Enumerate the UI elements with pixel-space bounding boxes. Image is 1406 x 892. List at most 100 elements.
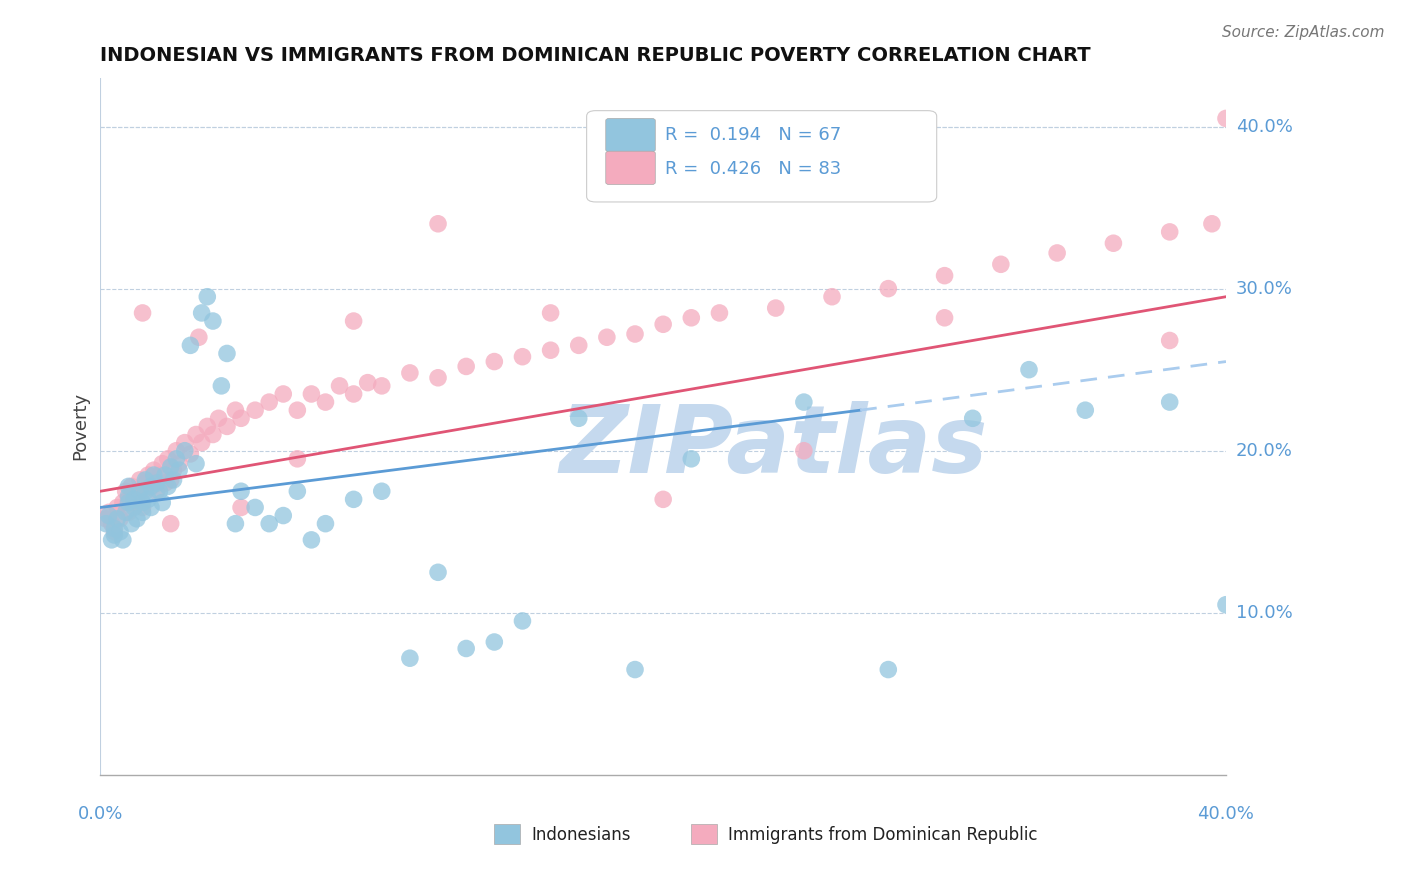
- Point: [142, 468, 165, 483]
- Point: [568, 338, 591, 352]
- Point: [357, 376, 380, 390]
- Point: [1201, 217, 1223, 231]
- Point: [512, 350, 534, 364]
- Point: [1159, 395, 1181, 409]
- Point: [195, 290, 218, 304]
- Point: [257, 516, 280, 531]
- Point: [125, 489, 148, 503]
- Point: [184, 457, 207, 471]
- Point: [243, 403, 266, 417]
- Point: [540, 343, 562, 358]
- Text: ZI: ZI: [560, 401, 664, 493]
- Y-axis label: Poverty: Poverty: [72, 392, 89, 460]
- Point: [540, 306, 562, 320]
- Point: [821, 290, 844, 304]
- Point: [167, 457, 190, 471]
- Point: [371, 379, 394, 393]
- Point: [105, 512, 128, 526]
- Point: [131, 495, 153, 509]
- Text: 40.0%: 40.0%: [1236, 118, 1292, 136]
- Point: [150, 457, 173, 471]
- Point: [271, 387, 294, 401]
- Point: [162, 473, 184, 487]
- Point: [624, 326, 647, 341]
- Point: [343, 314, 366, 328]
- Point: [131, 500, 153, 515]
- Point: [103, 528, 125, 542]
- Text: Indonesians: Indonesians: [531, 826, 630, 844]
- Point: [209, 379, 232, 393]
- Text: Patlas: Patlas: [664, 401, 987, 493]
- Point: [201, 427, 224, 442]
- Point: [94, 516, 117, 531]
- Point: [224, 403, 246, 417]
- Point: [1046, 246, 1069, 260]
- Text: R =  0.426   N = 83: R = 0.426 N = 83: [665, 160, 842, 178]
- Point: [114, 505, 136, 519]
- Point: [136, 492, 159, 507]
- Point: [145, 484, 167, 499]
- Point: [139, 500, 162, 515]
- Point: [117, 489, 139, 503]
- FancyBboxPatch shape: [606, 152, 655, 185]
- Point: [990, 257, 1012, 271]
- Point: [131, 306, 153, 320]
- Point: [103, 524, 125, 539]
- Point: [156, 451, 179, 466]
- Point: [94, 512, 117, 526]
- Point: [120, 516, 142, 531]
- Point: [229, 484, 252, 499]
- Point: [114, 484, 136, 499]
- Point: [162, 463, 184, 477]
- Text: INDONESIAN VS IMMIGRANTS FROM DOMINICAN REPUBLIC POVERTY CORRELATION CHART: INDONESIAN VS IMMIGRANTS FROM DOMINICAN …: [100, 46, 1091, 65]
- Point: [97, 505, 120, 519]
- Point: [299, 533, 322, 547]
- Point: [328, 379, 350, 393]
- Text: 30.0%: 30.0%: [1236, 279, 1292, 298]
- Point: [215, 346, 238, 360]
- Point: [105, 500, 128, 515]
- Point: [207, 411, 229, 425]
- Point: [201, 314, 224, 328]
- Point: [195, 419, 218, 434]
- Point: [153, 468, 176, 483]
- Point: [399, 651, 422, 665]
- Point: [1159, 225, 1181, 239]
- Point: [179, 338, 201, 352]
- Point: [131, 505, 153, 519]
- Point: [153, 476, 176, 491]
- Point: [934, 268, 956, 283]
- Point: [108, 524, 131, 539]
- Point: [314, 516, 336, 531]
- Point: [122, 492, 145, 507]
- Point: [512, 614, 534, 628]
- Point: [159, 516, 181, 531]
- Point: [134, 473, 156, 487]
- Point: [1215, 112, 1237, 126]
- Point: [624, 663, 647, 677]
- Point: [134, 476, 156, 491]
- Point: [117, 495, 139, 509]
- Point: [427, 217, 450, 231]
- Point: [427, 566, 450, 580]
- Point: [139, 479, 162, 493]
- Point: [148, 468, 170, 483]
- Point: [108, 512, 131, 526]
- Point: [877, 663, 900, 677]
- Point: [681, 310, 703, 325]
- Point: [224, 516, 246, 531]
- Point: [793, 395, 815, 409]
- Point: [257, 395, 280, 409]
- Point: [120, 479, 142, 493]
- Point: [128, 473, 150, 487]
- Point: [159, 473, 181, 487]
- Text: 20.0%: 20.0%: [1236, 442, 1292, 459]
- Point: [179, 447, 201, 461]
- Point: [125, 512, 148, 526]
- Point: [877, 282, 900, 296]
- Point: [427, 371, 450, 385]
- Point: [709, 306, 731, 320]
- Point: [793, 443, 815, 458]
- Point: [134, 484, 156, 499]
- Point: [165, 443, 187, 458]
